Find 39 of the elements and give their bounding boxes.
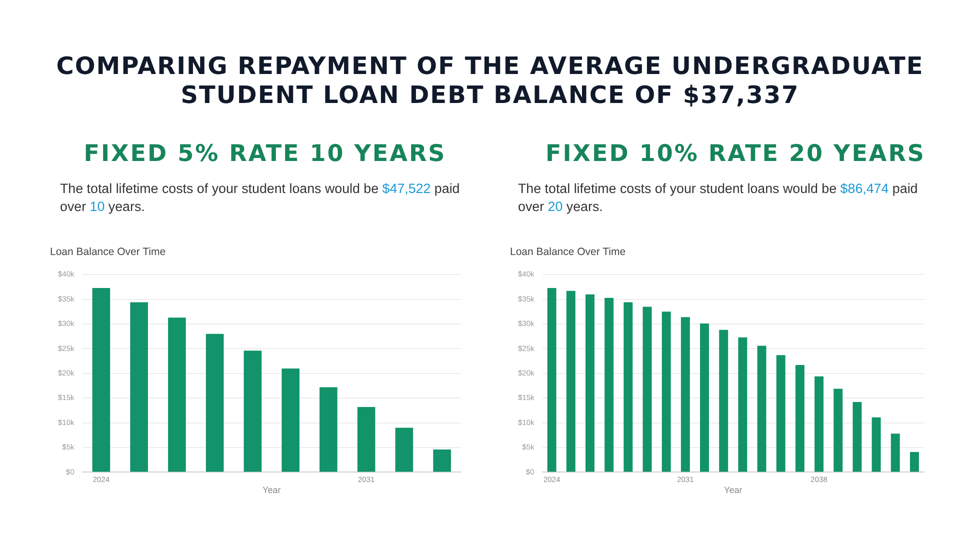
bar (92, 288, 110, 472)
bar (547, 288, 556, 472)
bar (719, 330, 728, 472)
bar (814, 376, 824, 472)
bar (566, 290, 576, 472)
x-axis-title: Year (724, 485, 742, 496)
bar (320, 387, 338, 472)
text: The total lifetime costs of your student loans would be $47,522 paid over 10 years. (60, 181, 460, 214)
bar (662, 312, 671, 472)
bar (890, 434, 900, 472)
bar (910, 452, 919, 472)
bar (585, 294, 594, 472)
text: The total lifetime costs of your student loans would be $86,474 paid over 20 years. (518, 181, 918, 214)
chart-title: FIXED 10% RATE 20 YEARS (544, 140, 926, 169)
text: Loan Balance Over Time (510, 246, 626, 258)
chart-title: FIXED 5% RATE 10 YEARS (82, 140, 448, 169)
text: Loan Balance Over Time (50, 246, 166, 258)
bar (834, 388, 843, 472)
bar (206, 334, 224, 472)
bar (642, 306, 652, 472)
bar (680, 317, 690, 472)
bar (738, 337, 748, 472)
bar (795, 365, 804, 472)
bar (433, 449, 451, 472)
bar (700, 324, 709, 472)
bar (282, 368, 300, 472)
bar (168, 318, 186, 472)
bar (130, 302, 148, 472)
bar (872, 417, 881, 472)
bar (776, 355, 786, 472)
bar (624, 302, 633, 472)
bar (852, 402, 862, 472)
bar (757, 346, 766, 472)
bar (357, 406, 376, 472)
bar (244, 350, 262, 472)
bar (604, 298, 614, 472)
text: COMPARING REPAYMENT OF THE AVERAGE UNDERGRADUATE STUDENT LOAN DEBT BALANCE OF $37,337 (55, 52, 925, 110)
bar (395, 428, 414, 472)
x-axis-title: Year (262, 485, 281, 496)
